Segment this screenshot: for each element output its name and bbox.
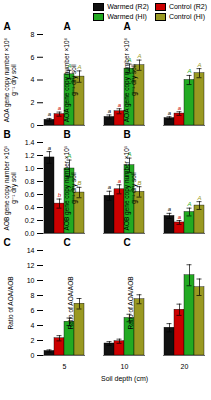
svg-text:0.0: 0.0 (25, 230, 35, 237)
svg-text:AOA gene copy number ×10⁶g⁻¹ d: AOA gene copy number ×10⁶g⁻¹ dry soil (63, 37, 78, 122)
svg-text:Ratio of AOA/AOB: Ratio of AOA/AOB (7, 276, 14, 329)
svg-text:0.4: 0.4 (25, 204, 35, 211)
svg-text:0.2: 0.2 (25, 217, 35, 224)
svg-text:a: a (58, 105, 62, 111)
svg-text:4: 4 (31, 322, 35, 329)
svg-text:Soil depth (cm): Soil depth (cm) (101, 375, 148, 383)
svg-text:2: 2 (31, 337, 35, 344)
svg-text:a: a (48, 111, 52, 117)
svg-text:a: a (178, 105, 182, 111)
svg-text:a: a (168, 110, 172, 116)
svg-text:Ratio of AOA/AOB: Ratio of AOA/AOB (67, 276, 74, 329)
svg-text:A: A (76, 64, 81, 70)
svg-text:0.8: 0.8 (25, 178, 35, 185)
svg-text:B: B (4, 129, 11, 140)
svg-text:6: 6 (31, 53, 35, 60)
svg-text:A: A (124, 21, 131, 32)
svg-text:A: A (196, 62, 201, 68)
svg-text:B: B (124, 129, 131, 140)
svg-text:a: a (118, 102, 122, 108)
svg-text:8: 8 (31, 292, 35, 299)
svg-text:B: B (77, 180, 81, 186)
svg-text:A: A (196, 195, 201, 201)
svg-text:1.4: 1.4 (25, 139, 35, 146)
svg-text:A: A (186, 68, 191, 74)
svg-text:2: 2 (31, 99, 35, 106)
svg-text:AOA gene copy number ×10⁶g⁻¹ d: AOA gene copy number ×10⁶g⁻¹ dry soil (123, 37, 138, 122)
svg-text:0: 0 (31, 122, 35, 129)
svg-text:5: 5 (63, 363, 67, 370)
svg-text:a: a (168, 206, 172, 212)
svg-text:1.0: 1.0 (25, 165, 35, 172)
svg-text:B: B (137, 180, 141, 186)
svg-text:Ratio of AOA/AOB: Ratio of AOA/AOB (127, 276, 134, 329)
svg-text:A: A (4, 21, 11, 32)
svg-text:A: A (186, 201, 191, 207)
svg-text:10: 10 (121, 363, 129, 370)
svg-text:A: A (64, 21, 71, 32)
html-text:Control (R2): Control (R2) (168, 3, 207, 10)
svg-text:a: a (118, 178, 122, 184)
svg-text:AOA gene copy number ×10⁶g⁻¹ d: AOA gene copy number ×10⁶g⁻¹ dry soil (3, 37, 18, 122)
svg-text:1.2: 1.2 (25, 152, 35, 159)
svg-text:6: 6 (31, 307, 35, 314)
svg-text:4: 4 (31, 76, 35, 83)
svg-text:AOB gene copy number ×10⁵g⁻¹ d: AOB gene copy number ×10⁵g⁻¹ dry soil (3, 145, 18, 230)
svg-text:a: a (178, 214, 182, 220)
svg-text:0.6: 0.6 (25, 191, 35, 198)
svg-text:0: 0 (31, 352, 35, 359)
html-text:Warmed (HI): Warmed (HI) (107, 13, 147, 20)
svg-text:AOB gene copy number ×10⁵g⁻¹ d: AOB gene copy number ×10⁵g⁻¹ dry soil (63, 145, 78, 230)
svg-text:C: C (124, 237, 131, 248)
html-text:Warmed (R2): Warmed (R2) (107, 3, 149, 10)
svg-text:8: 8 (31, 31, 35, 38)
svg-text:AOB gene copy number ×10⁵g⁻¹ d: AOB gene copy number ×10⁵g⁻¹ dry soil (123, 145, 138, 230)
svg-text:a: a (48, 145, 52, 151)
svg-text:A: A (136, 53, 141, 59)
svg-text:C: C (64, 237, 71, 248)
svg-text:12: 12 (27, 262, 35, 269)
svg-text:20: 20 (181, 363, 189, 370)
svg-text:10: 10 (27, 277, 35, 284)
svg-text:14: 14 (27, 247, 35, 254)
svg-text:B: B (64, 129, 71, 140)
svg-text:C: C (4, 237, 11, 248)
html-text:Control (HI): Control (HI) (168, 13, 206, 20)
svg-text:a: a (108, 108, 112, 114)
svg-text:b: b (58, 192, 62, 198)
svg-text:a: a (108, 184, 112, 190)
